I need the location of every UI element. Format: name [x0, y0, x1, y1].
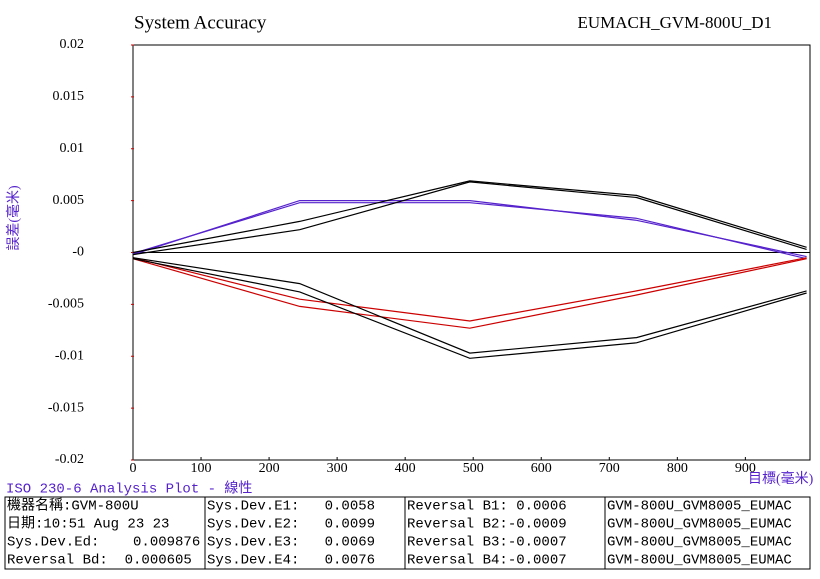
- table-cell: Sys.Dev.E3: 0.0069: [207, 535, 375, 551]
- y-tick-label: -0.02: [55, 452, 84, 467]
- x-tick-label: 900: [735, 461, 756, 476]
- table-cell: GVM-800U_GVM8005_EUMAC: [607, 535, 792, 551]
- table-cell: GVM-800U_GVM8005_EUMAC: [607, 499, 792, 515]
- table-cell: Sys.Dev.Ed: 0.009876: [7, 535, 200, 551]
- y-tick-label: -0: [72, 245, 84, 260]
- x-tick-label: 300: [327, 461, 348, 476]
- y-tick-label: 0.01: [60, 141, 85, 156]
- footer-title: ISO 230-6 Analysis Plot - 線性: [6, 481, 252, 498]
- table-cell: 機器名稱:GVM-800U: [7, 498, 139, 515]
- x-tick-label: 700: [599, 461, 620, 476]
- chart-subtitle: EUMACH_GVM-800U_D1: [577, 13, 772, 32]
- x-tick-label: 0: [130, 461, 137, 476]
- x-tick-label: 200: [259, 461, 280, 476]
- table-cell: Reversal Bd: 0.000605: [7, 553, 192, 569]
- series-line: [132, 258, 807, 359]
- table-cell: Reversal B1: 0.0006: [407, 499, 567, 515]
- table-cell: Sys.Dev.E2: 0.0099: [207, 517, 375, 533]
- chart-title: System Accuracy: [134, 12, 267, 33]
- table-cell: GVM-800U_GVM8005_EUMAC: [607, 517, 792, 533]
- table-cell: Reversal B4:-0.0007: [407, 553, 567, 569]
- info-table: [4, 496, 811, 570]
- series-line: [132, 200, 807, 258]
- series-line: [132, 181, 807, 256]
- series-line: [132, 257, 807, 322]
- y-tick-label: 0.015: [53, 89, 85, 104]
- y-tick-label: -0.015: [48, 400, 84, 415]
- x-tick-label: 500: [463, 461, 484, 476]
- y-axis-label: 誤差(毫米): [5, 185, 22, 251]
- x-tick-label: 400: [395, 461, 416, 476]
- table-cell: GVM-800U_GVM8005_EUMAC: [607, 553, 792, 569]
- table-cell: Sys.Dev.E1: 0.0058: [207, 499, 375, 515]
- table-cell: Sys.Dev.E4: 0.0076: [207, 553, 375, 569]
- table-frame: [4, 496, 811, 570]
- x-tick-label: 100: [191, 461, 212, 476]
- x-tick-label: 600: [531, 461, 552, 476]
- y-tick-label: 0.005: [53, 193, 85, 208]
- series-line: [132, 258, 807, 329]
- y-tick-label: -0.005: [48, 297, 84, 312]
- table-cell: Reversal B2:-0.0009: [407, 517, 567, 533]
- series-line: [132, 180, 807, 254]
- x-axis-label: 目標(毫米): [748, 470, 814, 487]
- y-tick-label: -0.01: [55, 348, 84, 363]
- x-tick-label: 800: [667, 461, 688, 476]
- series-line: [132, 202, 807, 260]
- y-tick-label: 0.02: [60, 37, 85, 52]
- series-line: [132, 257, 807, 354]
- table-cell: 日期:10:51 Aug 23 23: [7, 516, 169, 533]
- table-cell: Reversal B3:-0.0007: [407, 535, 567, 551]
